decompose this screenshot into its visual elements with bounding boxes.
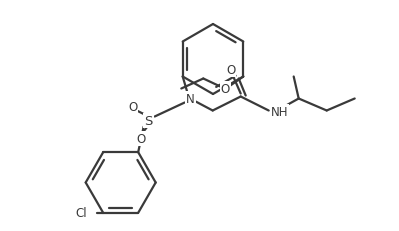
Text: S: S bbox=[144, 115, 153, 128]
Text: Cl: Cl bbox=[75, 207, 87, 219]
Text: N: N bbox=[186, 93, 195, 106]
Text: O: O bbox=[128, 100, 137, 113]
Text: O: O bbox=[221, 83, 230, 96]
Text: NH: NH bbox=[271, 106, 288, 119]
Text: O: O bbox=[136, 132, 145, 145]
Text: O: O bbox=[226, 64, 235, 77]
